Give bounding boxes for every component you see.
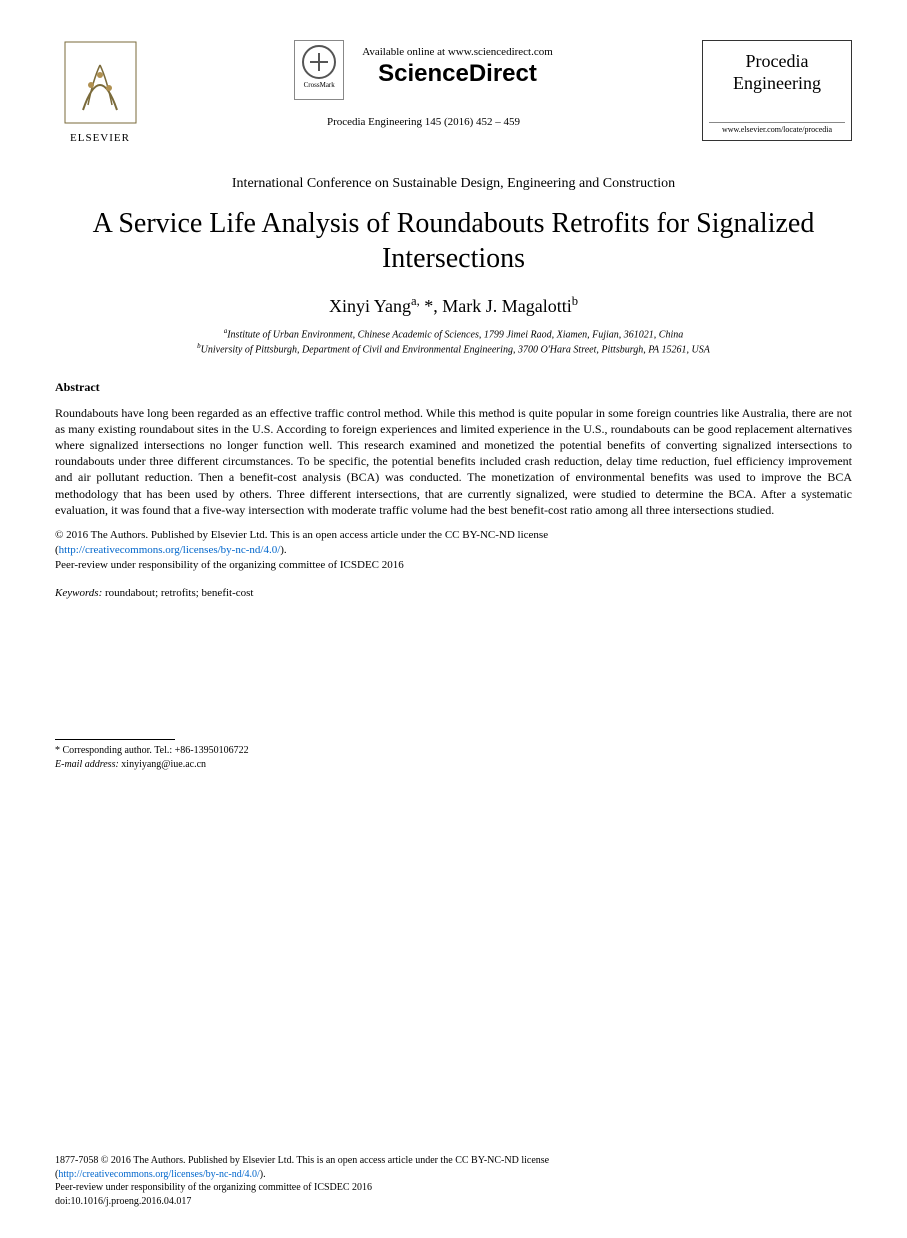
email-value: xinyiyang@iue.ac.cn [119, 759, 206, 770]
page: ELSEVIER CrossMark Available online at w… [0, 0, 907, 1238]
authors: Xinyi Yanga, *, Mark J. Magalottib [55, 294, 852, 317]
header-row: ELSEVIER CrossMark Available online at w… [55, 40, 852, 144]
journal-reference: Procedia Engineering 145 (2016) 452 – 45… [155, 116, 692, 128]
available-online-text: Available online at www.sciencedirect.co… [362, 46, 553, 58]
elsevier-label: ELSEVIER [55, 132, 145, 144]
keywords-line: Keywords: roundabout; retrofits; benefit… [55, 587, 852, 599]
footer-license-link[interactable]: http://creativecommons.org/licenses/by-n… [58, 1169, 259, 1180]
keywords-label: Keywords: [55, 587, 102, 599]
peer-review-line: Peer-review under responsibility of the … [55, 559, 404, 571]
email-label: E-mail address: [55, 759, 119, 770]
affiliation-b: bUniversity of Pittsburgh, Department of… [55, 342, 852, 357]
abstract-heading: Abstract [55, 380, 852, 395]
license-line1: © 2016 The Authors. Published by Elsevie… [55, 529, 548, 541]
license-paren: ). [280, 544, 286, 556]
footer-doi: doi:10.1016/j.proeng.2016.04.017 [55, 1196, 191, 1207]
footer-peer-review: Peer-review under responsibility of the … [55, 1182, 372, 1193]
article-title: A Service Life Analysis of Roundabouts R… [85, 206, 822, 276]
conference-name: International Conference on Sustainable … [55, 176, 852, 192]
corresponding-divider [55, 739, 175, 740]
license-link[interactable]: http://creativecommons.org/licenses/by-n… [59, 544, 281, 556]
crossmark-badge[interactable]: CrossMark [294, 40, 344, 100]
journal-name-line1: Procedia [709, 51, 845, 73]
journal-box: Procedia Engineering www.elsevier.com/lo… [702, 40, 852, 141]
footer-line1: 1877-7058 © 2016 The Authors. Published … [55, 1155, 549, 1166]
affiliation-a: aInstitute of Urban Environment, Chinese… [55, 327, 852, 342]
journal-url: www.elsevier.com/locate/procedia [709, 122, 845, 134]
journal-name-line2: Engineering [709, 73, 845, 95]
crossmark-icon [302, 45, 336, 79]
corresponding-author: * Corresponding author. Tel.: +86-139501… [55, 744, 852, 772]
sciencedirect-logo-text: ScienceDirect [362, 60, 553, 88]
elsevier-block: ELSEVIER [55, 40, 145, 144]
license-block: © 2016 The Authors. Published by Elsevie… [55, 528, 852, 573]
crossmark-label: CrossMark [295, 81, 343, 89]
elsevier-logo-icon [63, 40, 138, 125]
corresponding-line1: * Corresponding author. Tel.: +86-139501… [55, 744, 852, 758]
abstract-body: Roundabouts have long been regarded as a… [55, 405, 852, 518]
footer-paren: ). [260, 1169, 266, 1180]
header-center: CrossMark Available online at www.scienc… [145, 40, 702, 128]
footer: 1877-7058 © 2016 The Authors. Published … [55, 1154, 852, 1208]
affiliations: aInstitute of Urban Environment, Chinese… [55, 327, 852, 358]
keywords-text: roundabout; retrofits; benefit-cost [102, 587, 253, 599]
